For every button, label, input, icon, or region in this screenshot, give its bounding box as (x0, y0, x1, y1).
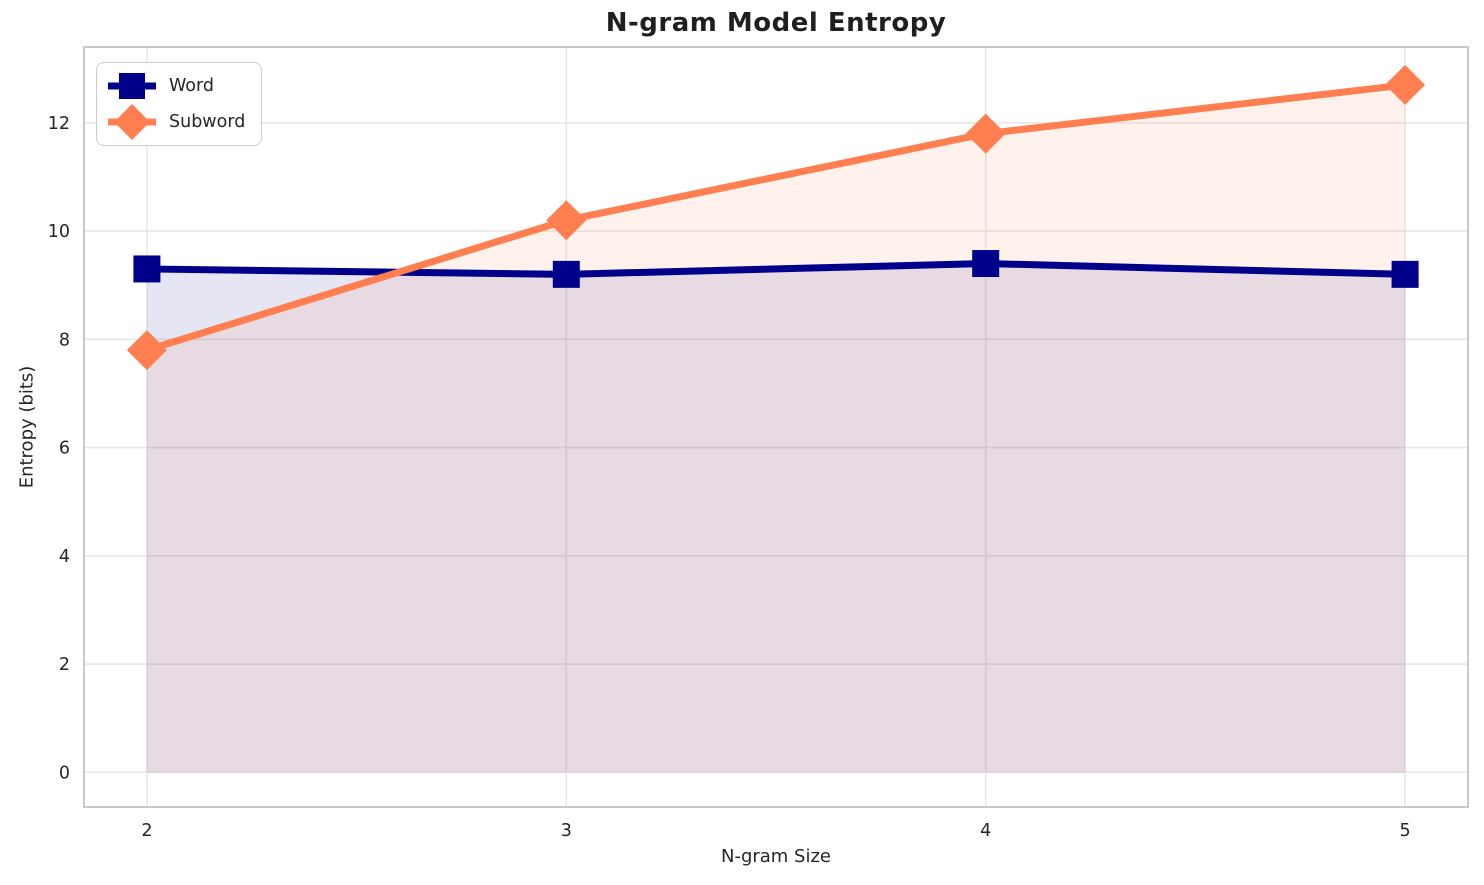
y-tick-label: 10 (48, 222, 70, 242)
word-legend-marker-icon (108, 73, 156, 99)
subword-area-fill (146, 84, 1406, 773)
chart-title: N-gram Model Entropy (605, 8, 947, 38)
subword-marker (126, 330, 167, 371)
subword-legend-marker-icon (108, 104, 156, 140)
y-axis-label: Entropy (bits) (16, 365, 38, 489)
subword-line (145, 81, 1406, 354)
legend-label: Subword (169, 112, 246, 132)
legend-item-word: Word (107, 69, 245, 103)
x-axis-label: N-gram Size (720, 846, 832, 867)
y-tick-label: 12 (48, 114, 70, 134)
legend-item-subword: Subword (107, 104, 246, 140)
plot-border (83, 46, 1469, 808)
word-marker (972, 250, 1000, 278)
subword-marker (546, 200, 587, 241)
y-tick-label: 4 (59, 547, 70, 567)
y-tick-label: 0 (59, 763, 70, 783)
word-marker (552, 260, 580, 288)
subword-marker (965, 113, 1006, 154)
y-tick-label: 6 (59, 439, 70, 459)
word-area-fill (146, 263, 1406, 773)
legend-label: Word (169, 76, 214, 96)
word-line (146, 260, 1406, 278)
subword-marker (1385, 64, 1426, 105)
word-marker (1391, 260, 1419, 288)
x-tick-label: 5 (1400, 821, 1411, 841)
x-tick-label: 2 (141, 821, 152, 841)
x-tick-label: 4 (980, 821, 991, 841)
y-tick-label: 2 (59, 655, 70, 675)
legend: Word Subword (96, 62, 263, 146)
word-marker (133, 255, 161, 283)
y-tick-label: 8 (59, 330, 70, 350)
x-tick-label: 3 (561, 821, 572, 841)
